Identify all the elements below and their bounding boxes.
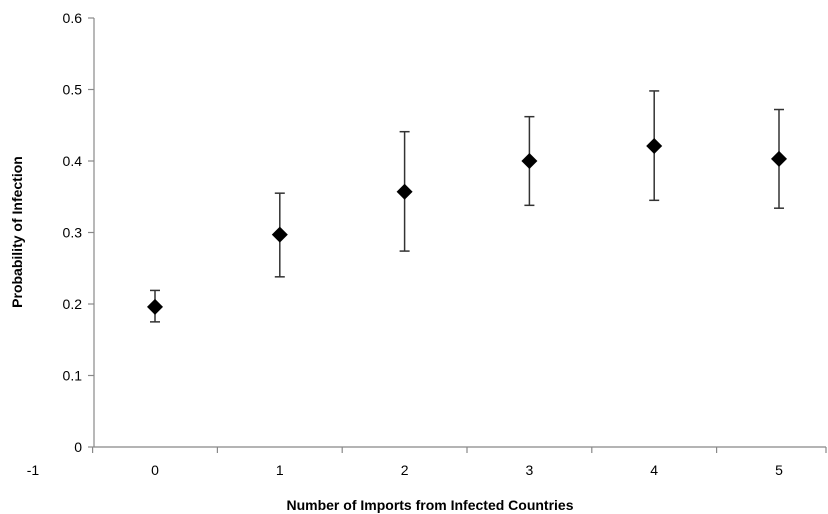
data-point-group bbox=[147, 289, 163, 323]
data-point-diamond bbox=[771, 150, 787, 167]
data-point-diamond bbox=[521, 153, 538, 169]
y-axis-title: Probability of Infection bbox=[9, 156, 25, 308]
y-tick-label: 0.1 bbox=[63, 368, 83, 384]
data-point-group bbox=[271, 192, 288, 278]
data-point-group bbox=[396, 130, 413, 252]
tick-labels: 0 0.1 0.2 0.3 0.4 0.5 0.6 -1 0 1 2 3 4 5 bbox=[27, 10, 783, 478]
data-point-diamond bbox=[396, 183, 413, 200]
data-point-group bbox=[521, 115, 538, 207]
y-tick-label: 0.2 bbox=[63, 296, 83, 312]
axes bbox=[88, 17, 827, 453]
y-tick-label: 0.4 bbox=[63, 153, 83, 169]
data-point-diamond bbox=[646, 137, 663, 154]
x-tick-label: 2 bbox=[401, 462, 409, 478]
x-tick-label: 4 bbox=[650, 462, 658, 478]
data-marks bbox=[147, 90, 787, 323]
y-tick-label: 0.5 bbox=[63, 82, 83, 98]
data-point-group bbox=[646, 90, 663, 202]
data-point-diamond bbox=[147, 298, 163, 315]
x-axis-title: Number of Imports from Infected Countrie… bbox=[286, 497, 573, 513]
x-tick-label: 3 bbox=[526, 462, 534, 478]
y-tick-label: 0 bbox=[74, 439, 82, 455]
x-tick-label: 5 bbox=[775, 462, 783, 478]
data-point-diamond bbox=[271, 226, 288, 243]
data-point-group bbox=[771, 108, 787, 209]
y-tick-label: 0.6 bbox=[63, 10, 83, 26]
x-tick-label: -1 bbox=[27, 462, 40, 478]
x-tick-label: 0 bbox=[151, 462, 159, 478]
y-tick-label: 0.3 bbox=[63, 225, 83, 241]
x-tick-label: 1 bbox=[276, 462, 284, 478]
